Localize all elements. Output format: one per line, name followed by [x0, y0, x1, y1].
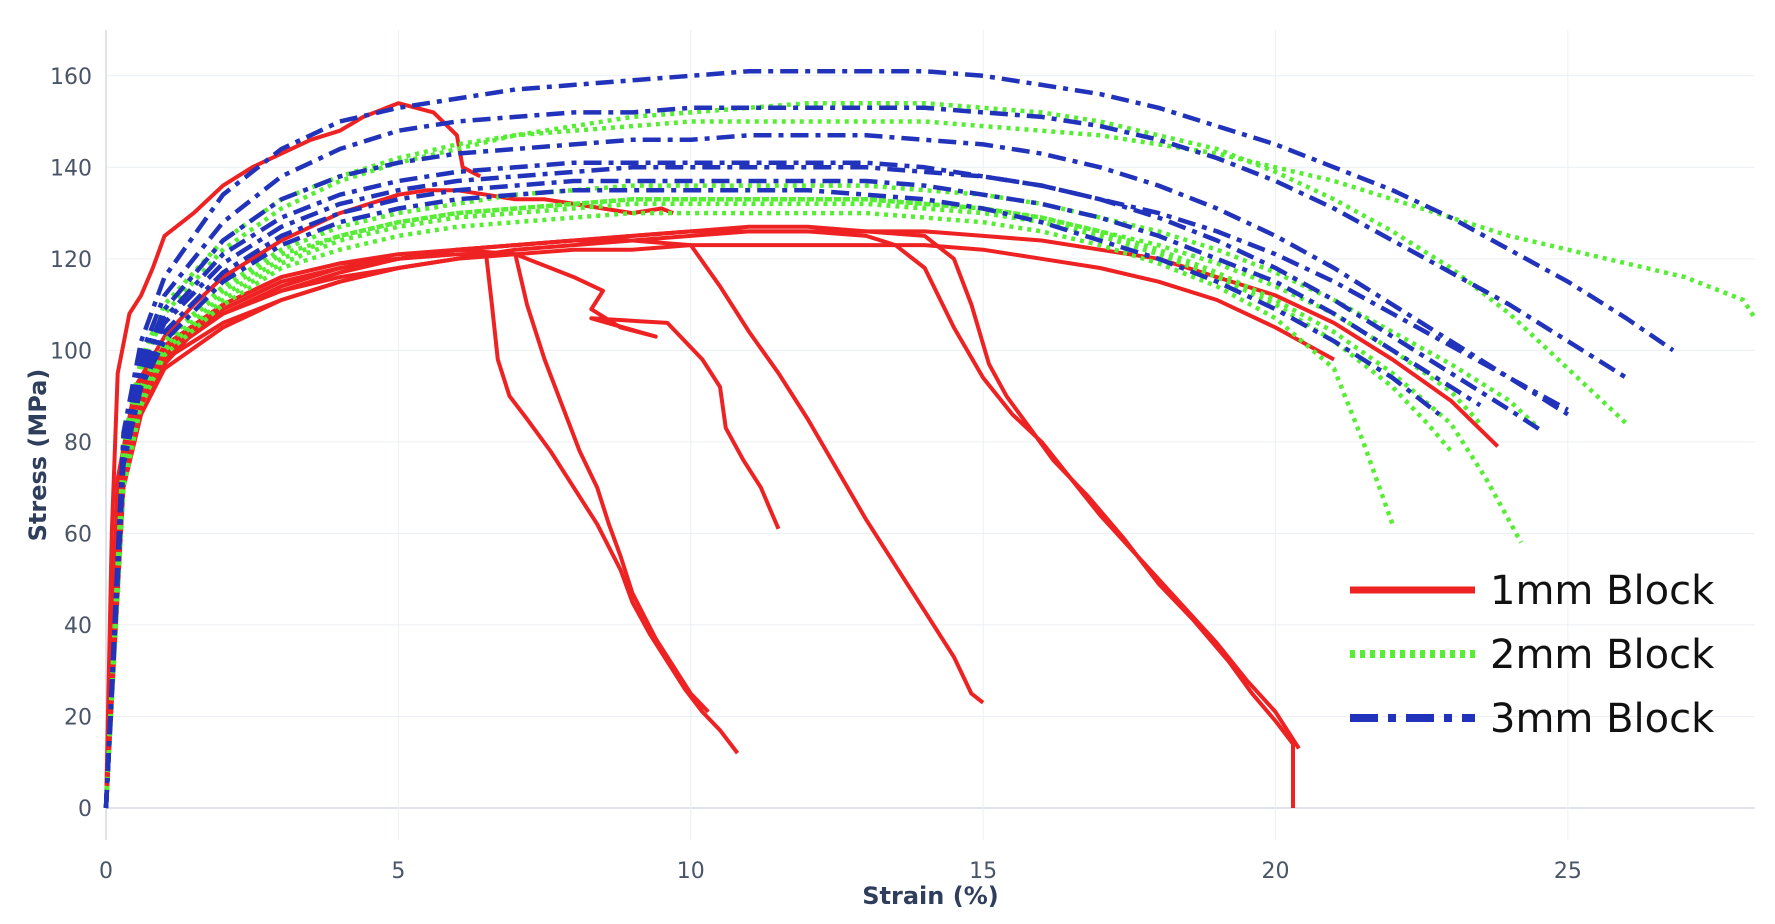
- y-tick-label: 0: [78, 797, 92, 822]
- series-line-1-10: [104, 229, 1500, 809]
- y-tick-label: 120: [50, 248, 92, 273]
- x-tick-label: 10: [677, 859, 705, 884]
- y-tick-label: 160: [50, 65, 92, 90]
- series-line-1-9: [104, 243, 1335, 809]
- legend-label-3mm: 3mm Block: [1490, 696, 1715, 742]
- series-line-2-4: [103, 183, 1541, 809]
- x-tick-label: 25: [1554, 859, 1582, 884]
- x-tick-label: 5: [391, 859, 405, 884]
- x-tick-label: 0: [99, 859, 113, 884]
- series-line-2-6: [103, 119, 1757, 809]
- y-tick-label: 140: [50, 156, 92, 181]
- series-group-3: [103, 68, 1675, 809]
- x-tick-label: 20: [1262, 859, 1290, 884]
- series-group-2: [103, 100, 1757, 809]
- series-line-3-7: [103, 187, 1441, 809]
- x-axis-title: Strain (%): [862, 882, 998, 910]
- series-line-1-8: [104, 229, 1301, 809]
- series-line-2-7: [103, 197, 1482, 809]
- series-group-1: [104, 101, 1500, 809]
- series-line-3-2: [103, 105, 1628, 809]
- series-line-1-1: [104, 101, 482, 809]
- series-line-3-1: [103, 68, 1675, 809]
- axis-ticks: 0 20 40 60 80 100 120 140 160 0 5 10 15 20 25: [50, 65, 1582, 884]
- series-line-3-5: [103, 165, 1569, 809]
- y-tick-label: 80: [64, 431, 92, 456]
- series-line-2-1: [103, 210, 1395, 809]
- series-line-1-7: [104, 224, 1295, 809]
- series-line-1-2: [104, 188, 674, 809]
- y-tick-label: 100: [50, 339, 92, 364]
- series-line-3-6: [103, 178, 1482, 809]
- series-line-2-3: [103, 197, 1524, 809]
- plot-area: [103, 68, 1757, 809]
- legend: 1mm Block 2mm Block 3mm Block: [1350, 568, 1715, 742]
- legend-label-1mm: 1mm Block: [1490, 568, 1715, 614]
- legend-item-2mm: 2mm Block: [1350, 632, 1715, 678]
- y-tick-label: 40: [64, 614, 92, 639]
- y-tick-label: 20: [64, 705, 92, 730]
- x-tick-label: 15: [969, 859, 997, 884]
- legend-label-2mm: 2mm Block: [1490, 632, 1715, 678]
- series-line-1-6: [104, 238, 985, 809]
- series-line-2-5: [103, 100, 1628, 809]
- legend-item-3mm: 3mm Block: [1350, 696, 1715, 742]
- y-axis-title: Stress (MPa): [24, 369, 52, 542]
- series-line-3-3: [103, 133, 1570, 809]
- y-tick-label: 60: [64, 522, 92, 547]
- legend-item-1mm: 1mm Block: [1350, 568, 1715, 614]
- series-line-3-4: [103, 160, 1546, 809]
